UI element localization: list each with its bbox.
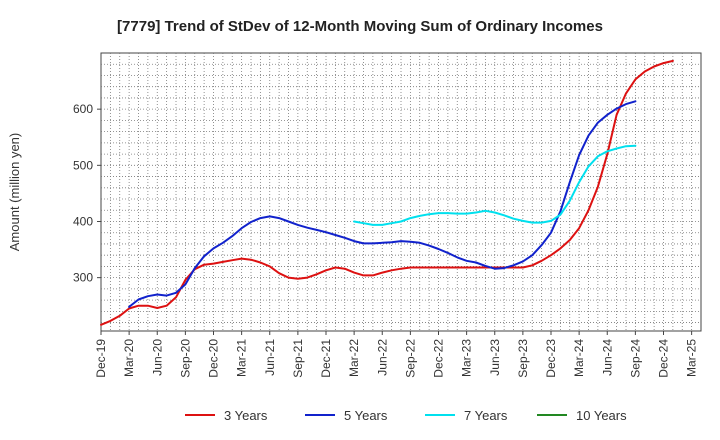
x-tick-label: Dec-21: [319, 339, 333, 378]
series-lines: [100, 59, 674, 326]
x-tick-label: Mar-22: [347, 339, 361, 377]
x-tick-label: Sep-22: [403, 339, 417, 378]
x-tick-label: Dec-24: [657, 339, 671, 378]
x-tick-label: Sep-20: [178, 339, 192, 378]
x-tick-label: Dec-20: [207, 339, 221, 378]
x-tick-label: Dec-23: [544, 339, 558, 378]
series-line-3-years: [100, 59, 674, 326]
y-tick-labels: 300 400 500 600: [73, 102, 101, 285]
legend-item-7-years: 7 Years: [425, 408, 508, 423]
x-tick-label: Jun-24: [600, 339, 614, 376]
x-tick-label: Dec-22: [432, 339, 446, 378]
x-tick-label: Mar-25: [685, 339, 699, 377]
y-tick-label: 600: [73, 102, 93, 116]
x-tick-label: Mar-23: [460, 339, 474, 377]
x-tick-label: Dec-19: [94, 339, 108, 378]
legend-item-10-years: 10 Years: [537, 408, 627, 423]
legend-label: 3 Years: [224, 408, 268, 423]
legend-label: 7 Years: [464, 408, 508, 423]
chart-title: [7779] Trend of StDev of 12-Month Moving…: [117, 18, 603, 35]
y-tick-label: 300: [73, 271, 93, 285]
gridlines: [101, 53, 701, 331]
legend-item-5-years: 5 Years: [305, 408, 388, 423]
series-line-7-years: [353, 144, 637, 226]
x-tick-label: Jun-20: [150, 339, 164, 376]
x-tick-label: Mar-21: [235, 339, 249, 377]
x-tick-label: Sep-21: [291, 339, 305, 378]
series-line-5-years: [128, 100, 637, 308]
x-tick-label: Sep-24: [628, 339, 642, 378]
y-tick-label: 400: [73, 214, 93, 228]
legend: 3 Years 5 Years 7 Years 10 Years: [185, 408, 627, 423]
x-tick-labels: Dec-19 Mar-20 Jun-20 Sep-20 Dec-20 Mar-21 Jun-…: [94, 331, 699, 378]
x-tick-label: Jun-23: [488, 339, 502, 376]
x-tick-label: Jun-22: [375, 339, 389, 376]
x-tick-label: Mar-24: [572, 339, 586, 377]
y-tick-label: 500: [73, 158, 93, 172]
y-axis-label: Amount (million yen): [7, 133, 22, 252]
legend-label: 10 Years: [576, 408, 627, 423]
legend-label: 5 Years: [344, 408, 388, 423]
x-tick-label: Jun-21: [263, 339, 277, 376]
x-tick-label: Sep-23: [516, 339, 530, 378]
x-tick-label: Mar-20: [122, 339, 136, 377]
legend-item-3-years: 3 Years: [185, 408, 268, 423]
